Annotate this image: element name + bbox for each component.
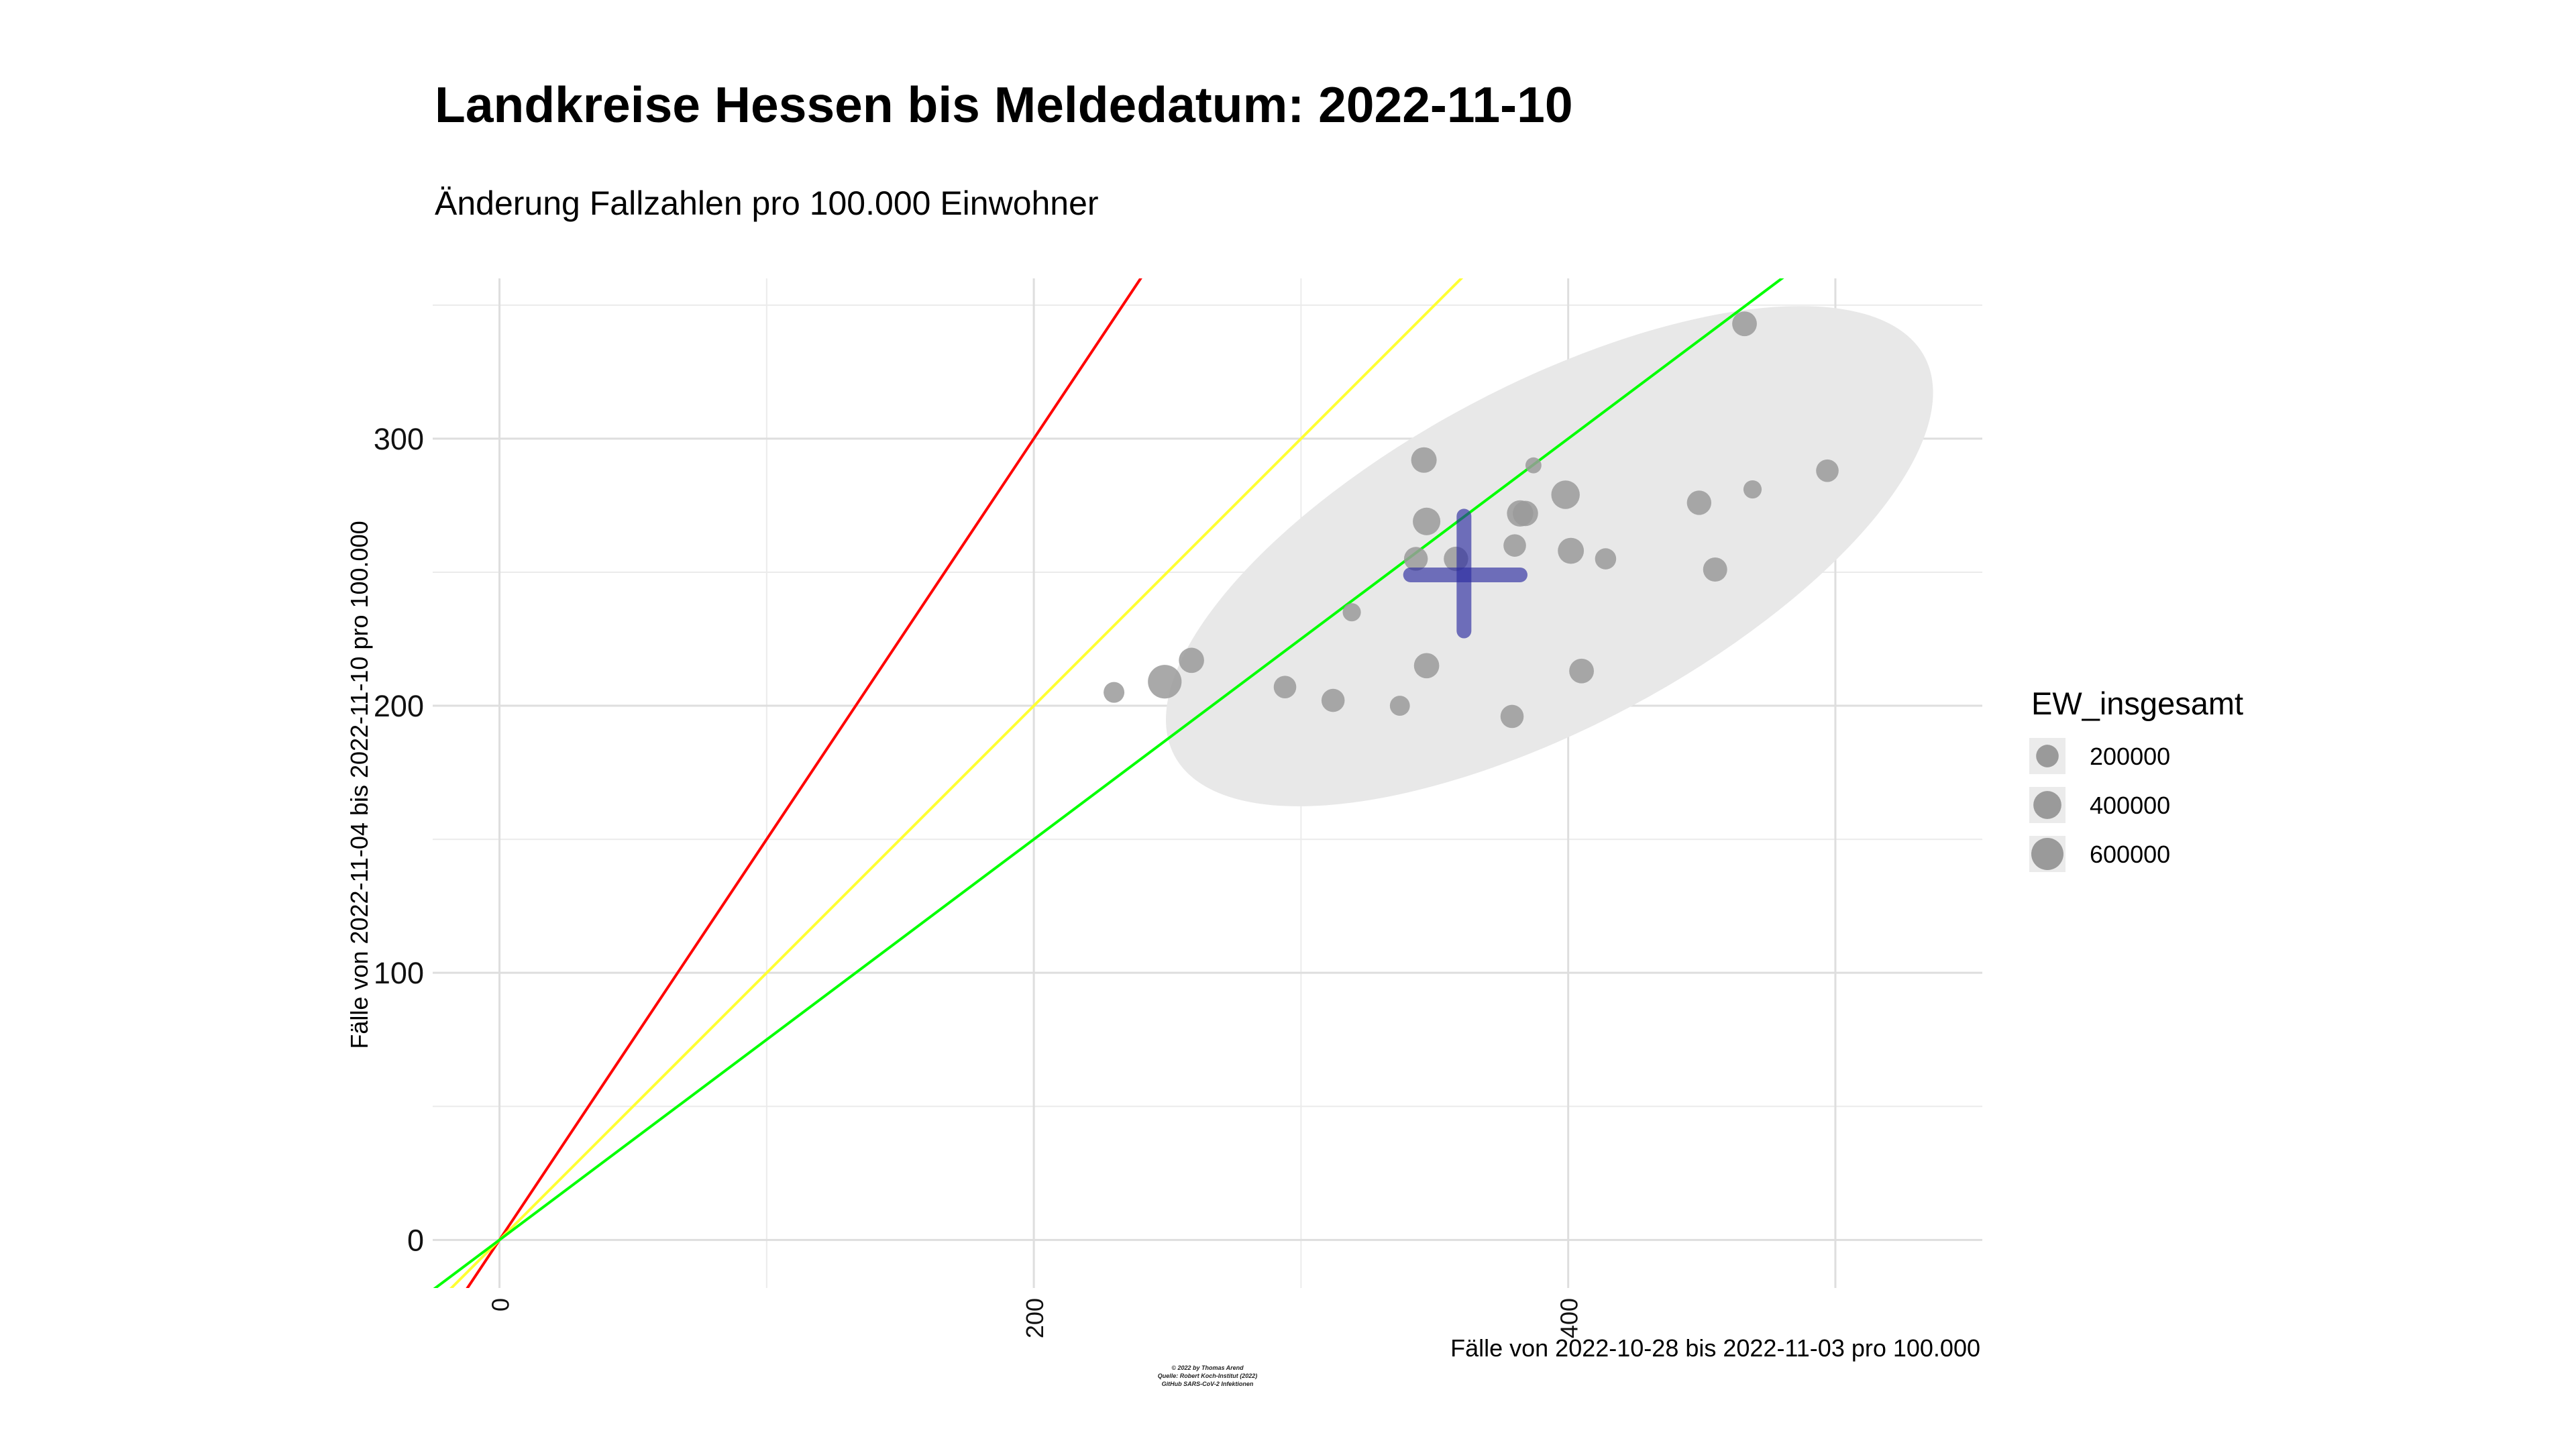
x-tick-label: 0 xyxy=(487,1298,515,1311)
y-tick-label: 200 xyxy=(374,689,424,723)
legend-key-circle xyxy=(2031,838,2063,870)
data-point xyxy=(1732,311,1757,337)
legend-title: EW_insgesamt xyxy=(2031,686,2243,721)
points-layer xyxy=(1104,311,1839,729)
x-tick-label: 200 xyxy=(1021,1298,1049,1338)
legend-label: 600000 xyxy=(2090,841,2170,868)
data-point xyxy=(1321,688,1345,712)
data-point xyxy=(1513,500,1538,527)
data-point xyxy=(1686,490,1712,515)
data-point xyxy=(1500,704,1524,729)
reference-line xyxy=(466,278,1142,1288)
confidence-ellipse-layer xyxy=(1166,306,1933,806)
caption: © 2022 by Thomas Arend Quelle: Robert Koc… xyxy=(1158,1364,1258,1387)
y-tick-label: 300 xyxy=(374,422,424,456)
data-point xyxy=(1411,447,1437,473)
data-point xyxy=(1403,547,1428,571)
y-axis-label: Fälle von 2022-11-04 bis 2022-11-10 pro … xyxy=(345,521,373,1049)
data-point xyxy=(1703,557,1727,582)
y-tick-label: 100 xyxy=(374,956,424,990)
data-point xyxy=(1179,647,1204,674)
data-point xyxy=(1551,480,1580,509)
data-point xyxy=(1413,653,1440,679)
data-point xyxy=(1389,696,1410,716)
chart-title: Landkreise Hessen bis Meldedatum: 2022-1… xyxy=(435,76,1573,133)
mean-marker-layer xyxy=(1403,508,1527,639)
reference-line xyxy=(449,278,1464,1288)
y-axis-ticks: 0 100 200 300 xyxy=(374,422,424,1257)
data-point xyxy=(1595,548,1617,570)
reference-line xyxy=(433,278,1784,1288)
data-point xyxy=(1503,534,1526,557)
confidence-ellipse xyxy=(1166,306,1933,806)
data-point xyxy=(1558,537,1585,564)
data-point xyxy=(1525,457,1542,474)
caption-line: Quelle: Robert Koch-Institut (2022) xyxy=(1158,1373,1258,1379)
data-point xyxy=(1148,665,1182,699)
legend-label: 200000 xyxy=(2090,743,2170,770)
legend-label: 400000 xyxy=(2090,792,2170,819)
data-point xyxy=(1104,682,1125,703)
x-tick-label: 400 xyxy=(1556,1298,1583,1338)
data-point xyxy=(1413,507,1441,535)
y-tick-label: 0 xyxy=(407,1223,424,1257)
legend-key-circle xyxy=(2033,791,2061,819)
data-point xyxy=(1816,459,1839,482)
x-axis-ticks: 0 200 400 xyxy=(487,1298,1583,1338)
reference-lines-layer xyxy=(433,278,1784,1288)
legend-key-circle xyxy=(2036,745,2059,767)
data-point xyxy=(1743,480,1762,499)
chart-subtitle: Änderung Fallzahlen pro 100.000 Einwohne… xyxy=(435,184,1099,222)
caption-line: GitHub SARS-CoV-2 Infektionen xyxy=(1162,1381,1254,1387)
data-point xyxy=(1273,676,1297,698)
x-axis-label: Fälle von 2022-10-28 bis 2022-11-03 pro … xyxy=(1450,1334,1980,1362)
data-point xyxy=(1569,658,1594,684)
data-point xyxy=(1342,603,1361,622)
legend: 200000 400000 600000 xyxy=(2029,738,2170,872)
caption-line: © 2022 by Thomas Arend xyxy=(1171,1364,1244,1371)
